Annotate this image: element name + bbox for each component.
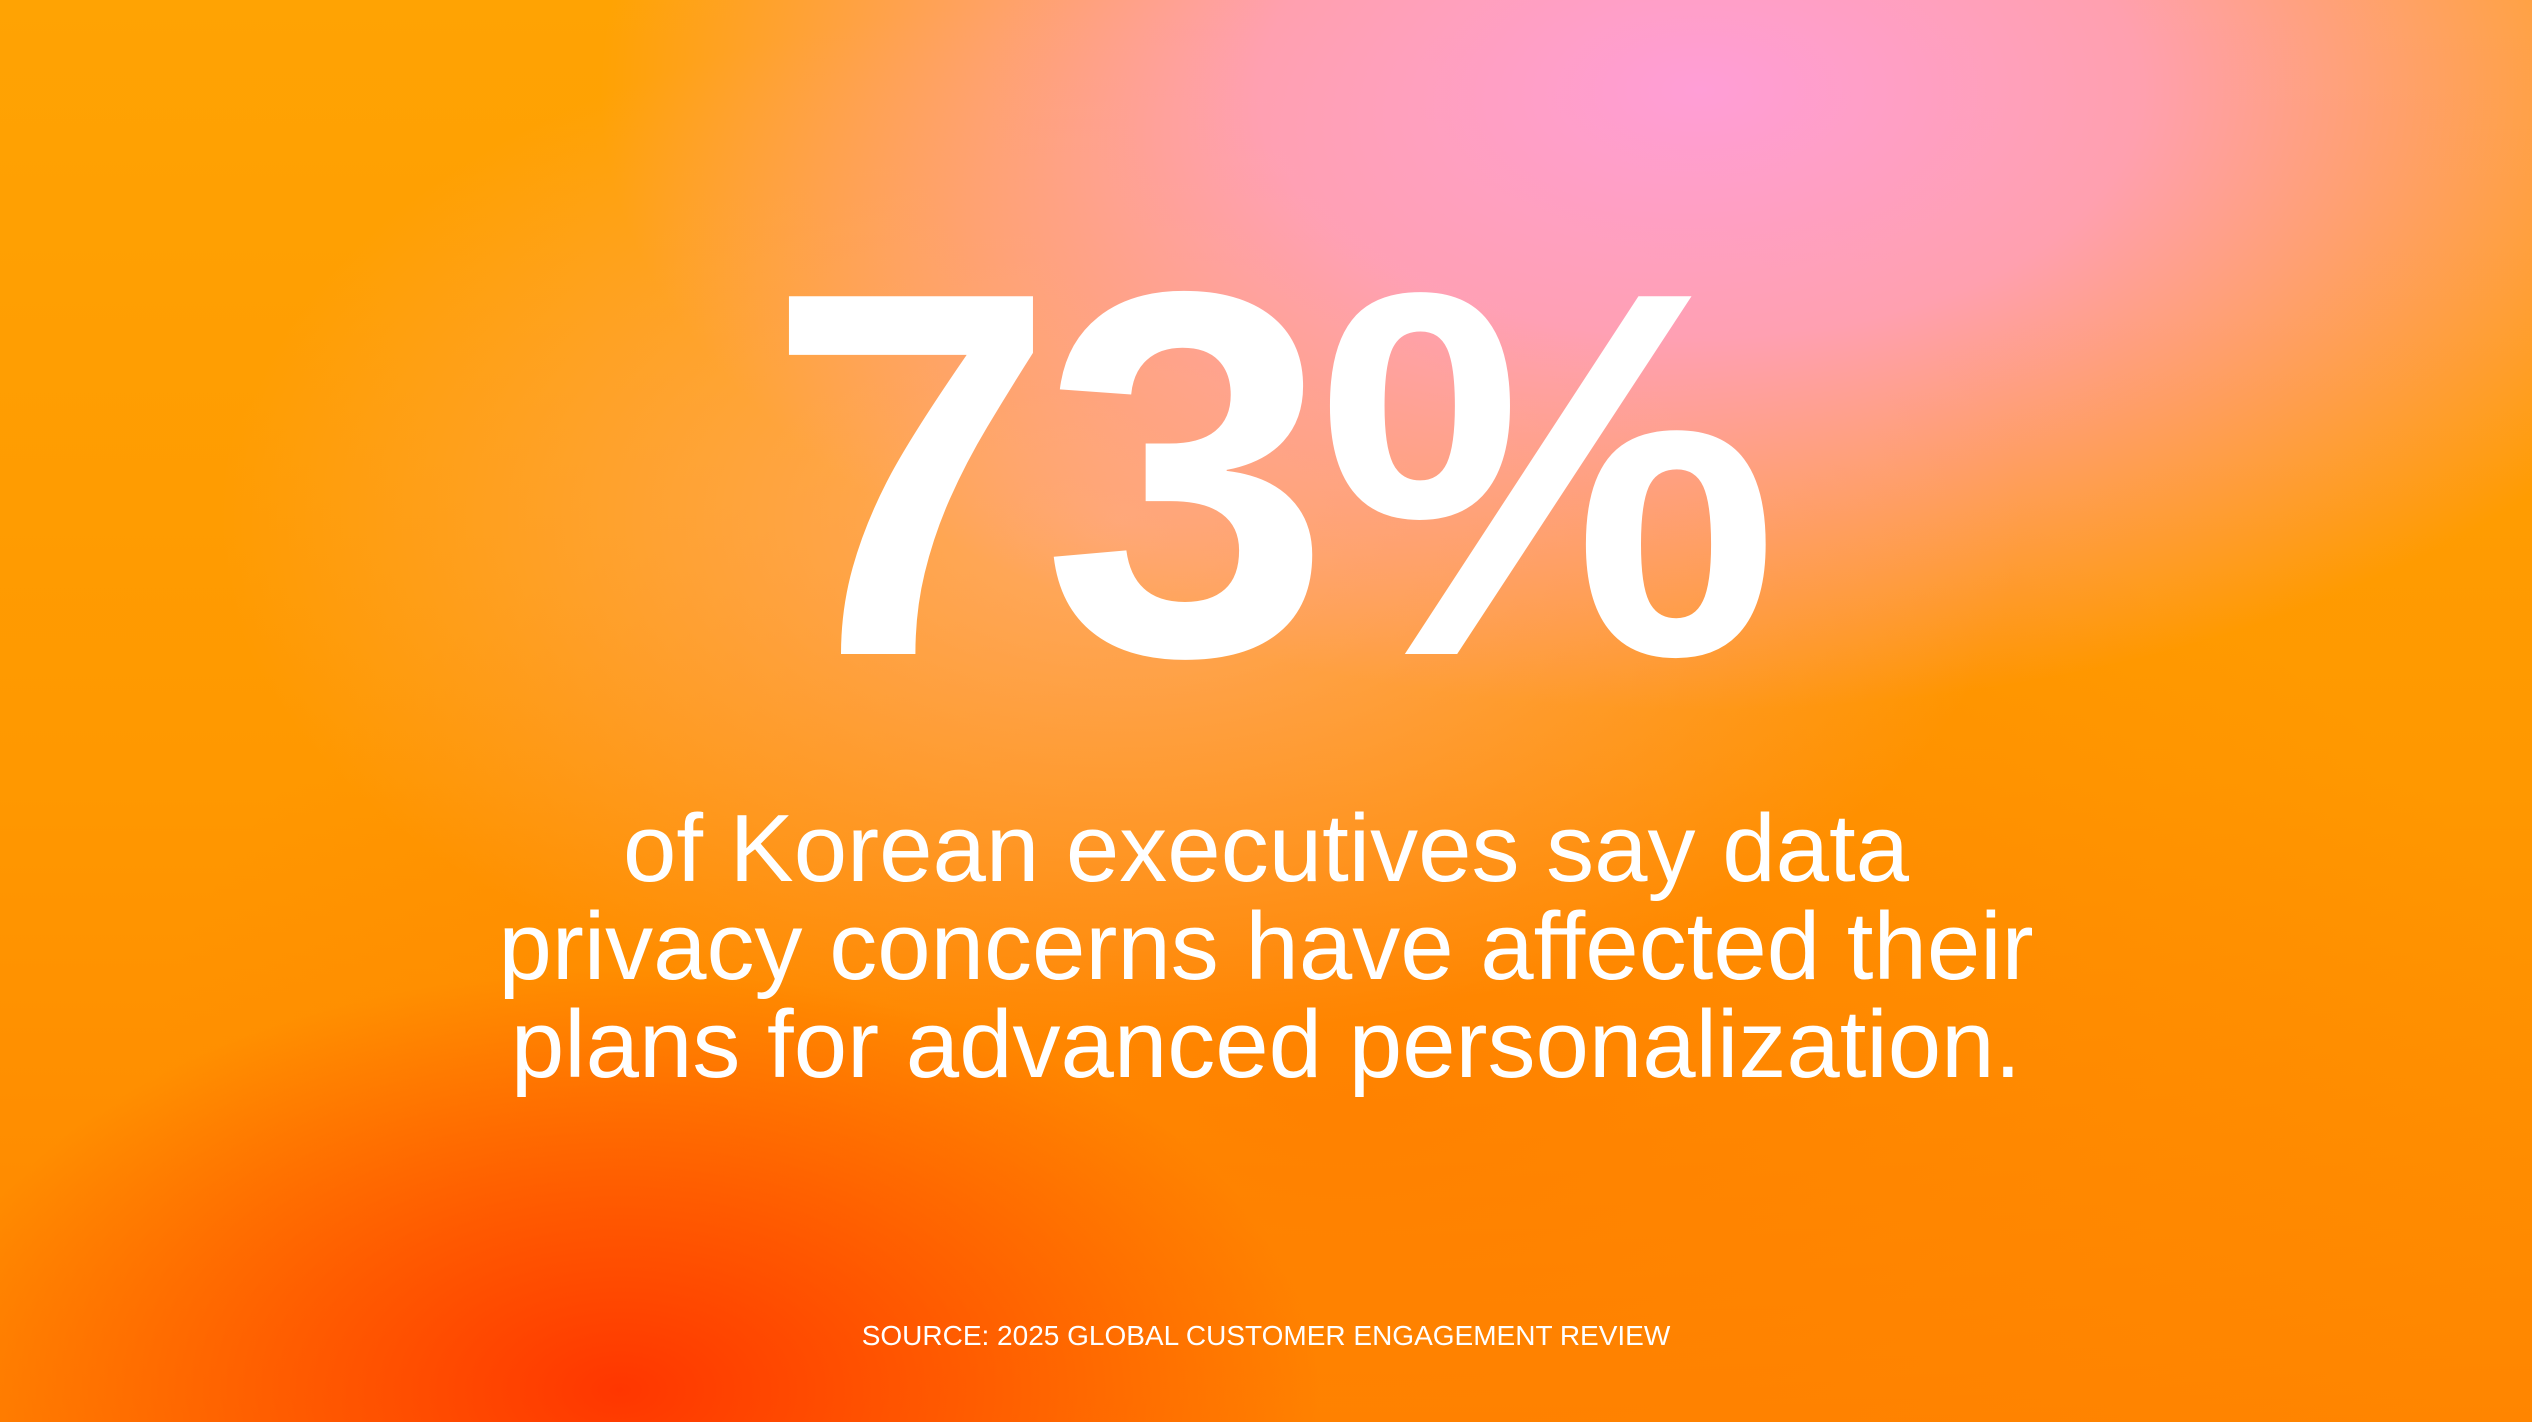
description-line-1: of Korean executives say data [622, 795, 1910, 902]
description-line-2: privacy concerns have affected their [498, 893, 2034, 1000]
stat-description: of Korean executives say data privacy co… [266, 800, 2266, 1094]
headline-stat: 73% [766, 184, 1780, 765]
description-line-3: plans for advanced personalization. [510, 991, 2022, 1098]
source-citation: SOURCE: 2025 GLOBAL CUSTOMER ENGAGEMENT … [861, 1320, 1671, 1351]
